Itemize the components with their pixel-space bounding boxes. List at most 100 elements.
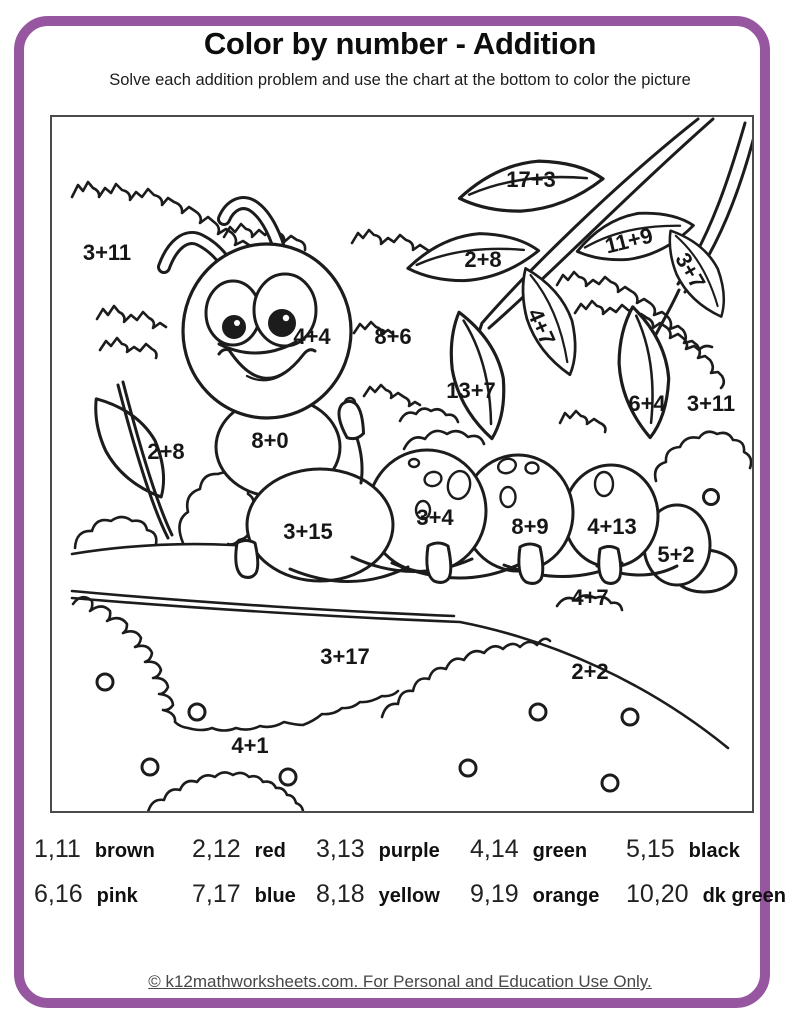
smile [217,348,317,380]
problem-label: 2+8 [464,247,501,272]
grass-blade [116,383,170,540]
segment-spot [407,457,421,469]
page-subtitle: Solve each addition problem and use the … [109,71,691,89]
brow-line [217,340,298,355]
bush-outline [555,270,726,390]
leaf [94,397,166,499]
leaf [406,232,541,283]
path-edge [70,589,456,618]
pupil-left [222,315,246,339]
problem-label: 4+13 [587,514,637,539]
key-color-name: brown [94,840,155,862]
bush-outline [558,409,607,434]
pebble [528,702,548,722]
problem-label: 3+11 [83,240,131,265]
leaf [521,267,577,377]
key-entry: 1,11 brown [34,835,192,864]
key-entry: 7,17 blue [192,880,316,909]
path-edge [70,596,730,750]
problem-label: 8+6 [374,324,411,349]
body-segment [245,467,395,583]
ground-scallop [71,595,400,732]
bush-cloud [653,430,752,483]
leaf [575,211,695,262]
problem-label: 2+2 [571,659,608,684]
ground-cloud [73,515,158,550]
problem-label: 13+7 [446,378,496,403]
grass-blade [121,380,174,537]
key-entry: 2,12 red [192,835,316,864]
key-numbers: 1,11 [34,835,81,863]
coloring-scene-svg: 3+11 17+3 2+8 11+9 3+7 4+4 8+6 4+7 13+7 … [70,117,752,811]
pebble [458,758,478,778]
key-entry: 8,18 yellow [316,880,470,909]
color-key: 1,11 brown 2,12 red 3,13 purple 4,14 green 5… [34,835,786,925]
problem-label: 3+4 [416,505,454,530]
key-numbers: 10,20 [626,880,689,908]
bush-outline [95,304,168,330]
key-entry: 3,13 purple [316,835,470,864]
problem-label: 17+3 [506,167,556,192]
page-title: Color by number - Addition [203,26,597,61]
footer-credit: © k12mathworksheets.com. For Personal an… [0,972,800,992]
leaf [668,229,726,318]
pebble [620,707,640,727]
bush-outline [402,429,486,451]
key-numbers: 3,13 [316,835,365,863]
bush-outline [398,407,460,424]
pebble [600,773,620,793]
branch-line [481,117,700,324]
bush-dot [702,488,720,506]
ground-scallop [555,594,624,612]
leaf [457,159,605,213]
key-numbers: 7,17 [192,880,241,908]
problem-label: 4+1 [231,733,268,758]
segment-spot [499,485,517,509]
bush-outline [98,336,158,360]
pebble [187,702,207,722]
key-numbers: 8,18 [316,880,365,908]
pebble [278,767,298,787]
key-color-name: dk green [702,885,786,907]
leaf [449,310,506,441]
ground [70,515,730,811]
key-color-name: pink [96,885,138,907]
foot [425,541,453,584]
problem-label: 5+2 [657,542,694,567]
key-entry: 5,15 black [626,835,770,864]
bush-outline [362,383,422,408]
problem-label: 6+4 [628,391,666,416]
footer-link[interactable]: © k12mathworksheets.com. For Personal an… [148,972,652,991]
problem-label: 8+0 [251,428,288,453]
problem-label: 3+11 [687,391,735,416]
belly-arc [390,561,524,580]
key-color-name: yellow [378,885,440,907]
ground-mound [146,771,305,811]
key-color-name: green [532,840,588,862]
segment-spot [524,461,540,475]
color-key-row: 6,16 pink 7,17 blue 8,18 yellow 9,19 orange … [34,880,786,909]
key-entry: 6,16 pink [34,880,192,909]
caterpillar [157,196,738,594]
key-numbers: 6,16 [34,880,83,908]
segment-spot [496,457,518,475]
segment-spot [414,499,432,521]
bush-outline [352,320,395,337]
pebble [140,757,160,777]
eye-highlight [234,320,240,326]
key-numbers: 9,19 [470,880,519,908]
key-color-name: red [254,840,286,862]
key-numbers: 5,15 [626,835,675,863]
belly-arc [288,565,410,583]
tongue [245,368,291,382]
key-color-name: black [688,840,740,862]
problem-label: 8+9 [511,514,548,539]
leaf [617,305,671,440]
segment-spot [423,470,443,488]
eye-highlight [282,314,290,322]
pebble [95,672,115,692]
bush-outline [573,299,714,352]
key-color-name: purple [378,840,440,862]
problem-label: 4+7 [571,585,608,610]
